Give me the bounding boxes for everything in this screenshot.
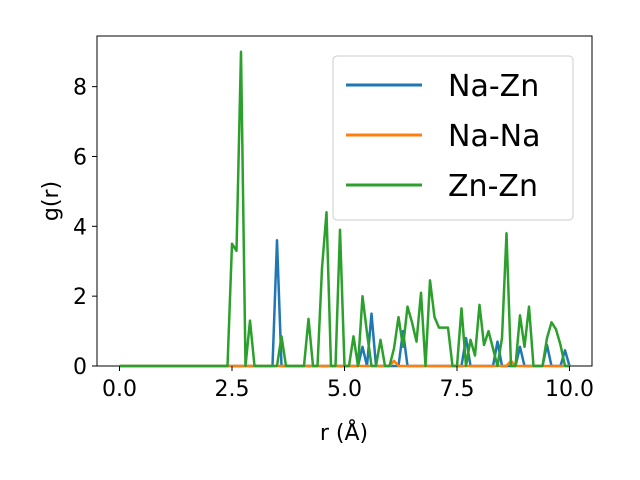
legend-frame [332,55,574,221]
series-layer [119,50,571,368]
y-tick-label: 2 [73,285,87,310]
legend: Na-Zn Na-Na Zn-Zn [332,55,574,221]
y-tick-label: 0 [73,355,87,380]
x-tick-label: 2.5 [215,377,250,402]
series-line-zn-zn [119,50,570,368]
y-tick-label: 4 [73,215,87,240]
legend-label-na-zn: Na-Zn [448,69,539,104]
y-axis-label: g(r) [39,181,64,221]
x-tick-label: 7.5 [440,377,475,402]
x-axis-label: r (Å) [320,419,368,446]
y-tick-label: 6 [73,145,87,170]
x-tick-label: 5.0 [327,377,362,402]
y-tick-label: 8 [73,76,87,101]
x-tick-label: 10.0 [545,377,594,402]
y-axis: 0 2 4 6 8 [73,76,97,380]
x-tick-label: 0.0 [102,377,137,402]
legend-label-zn-zn: Zn-Zn [448,169,538,204]
legend-label-na-na: Na-Na [448,119,540,154]
x-axis: 0.0 2.5 5.0 7.5 10.0 [102,366,594,402]
